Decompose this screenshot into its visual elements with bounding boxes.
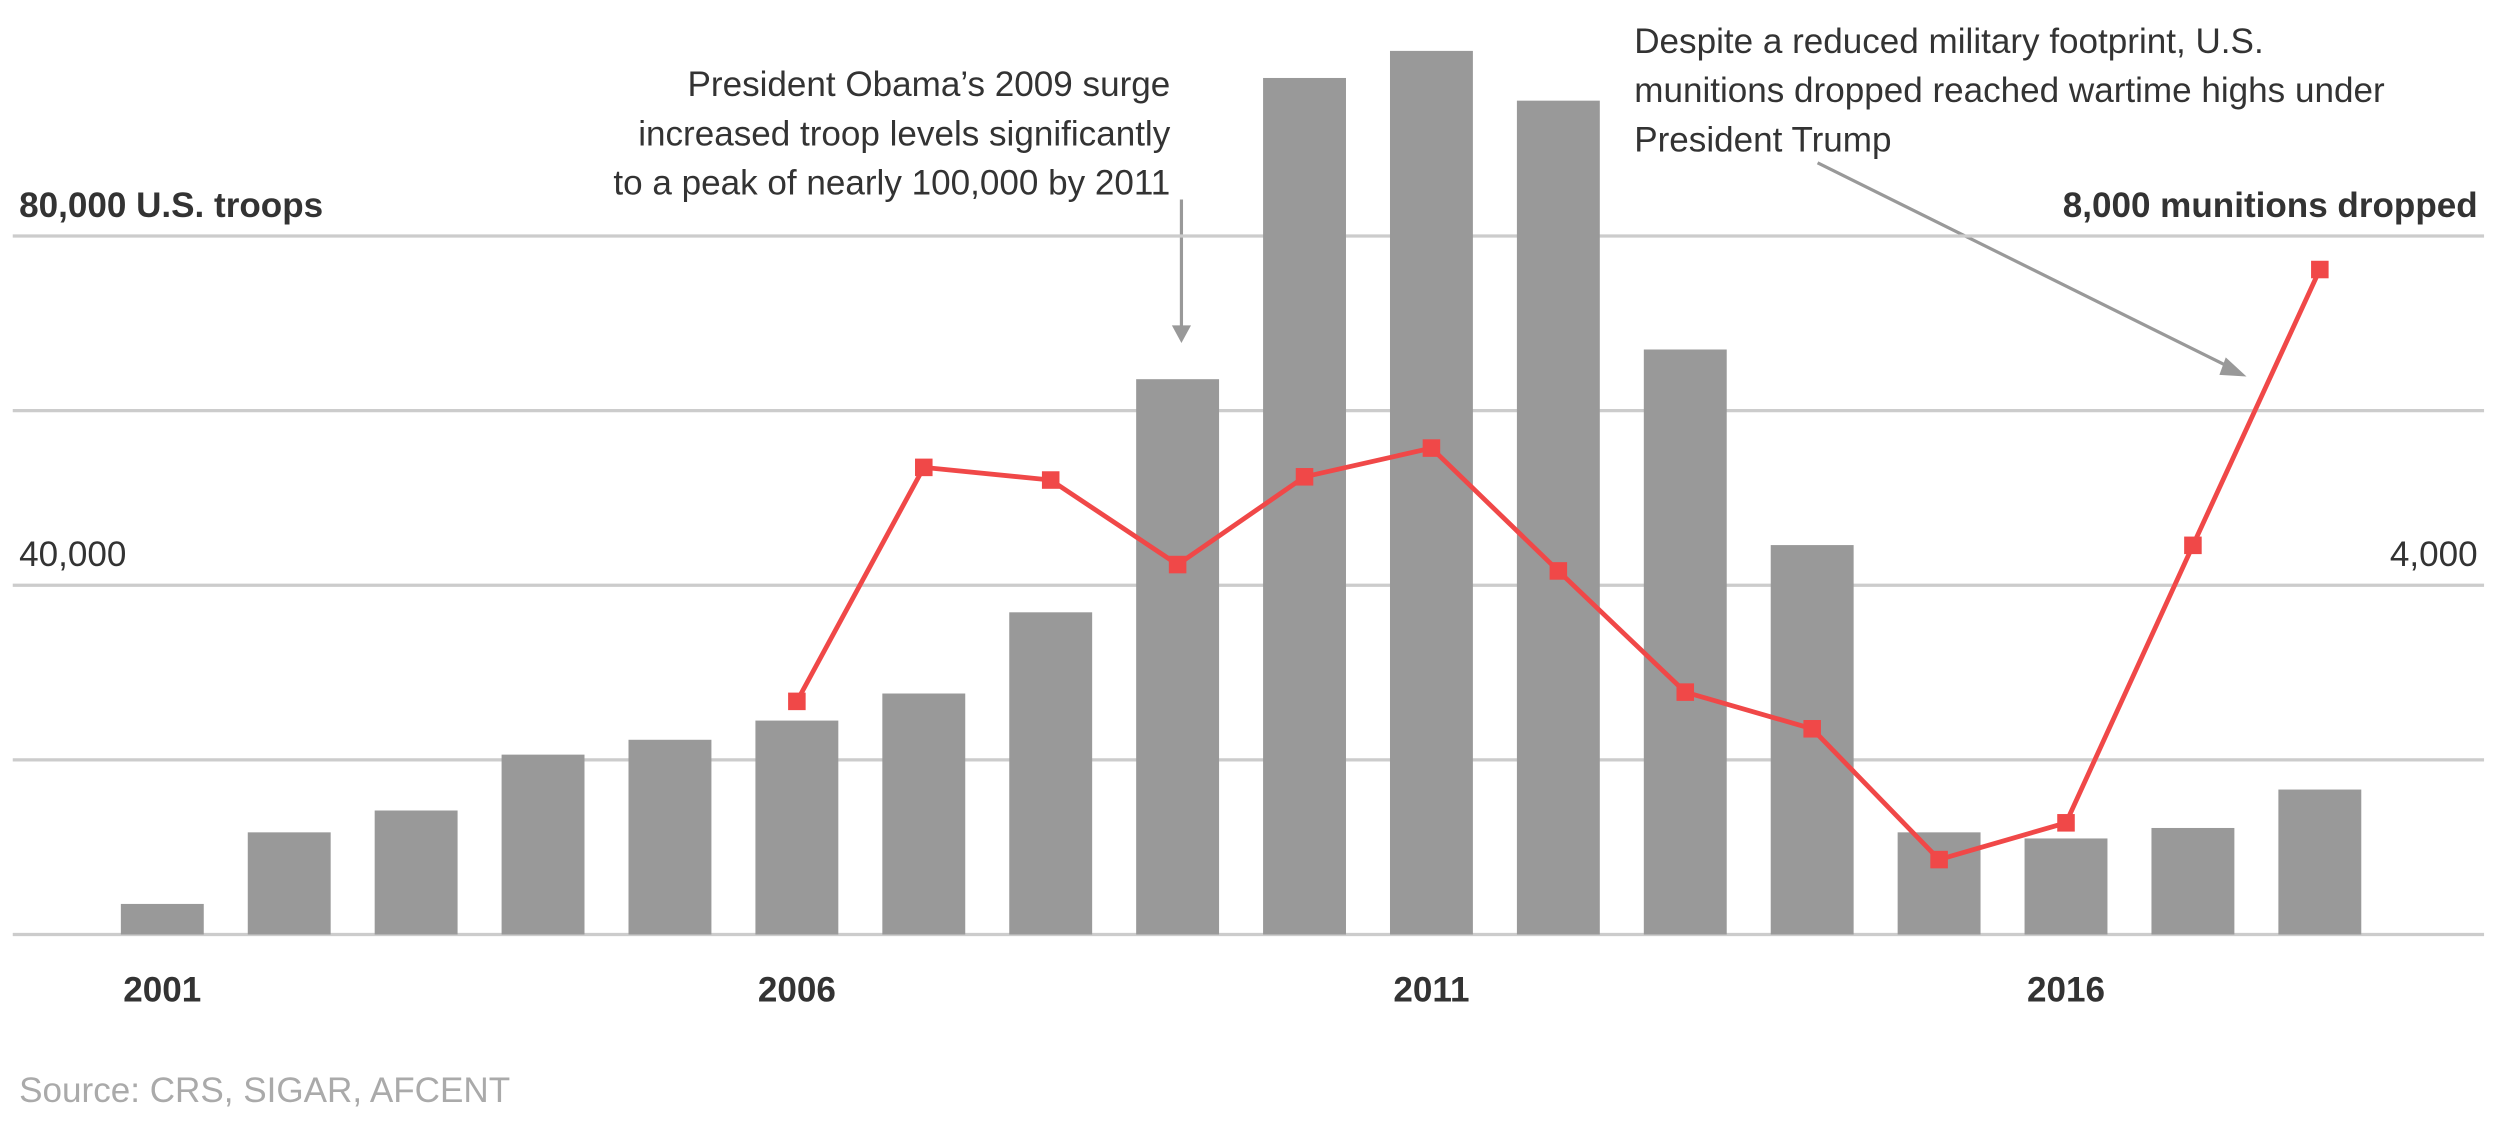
point [2057, 814, 2075, 832]
point [788, 692, 806, 711]
x-tick-label: 2006 [758, 970, 836, 1009]
point [1041, 471, 1060, 489]
bar [120, 903, 204, 935]
y-tick-label: 40,000 [19, 535, 126, 574]
bar [1136, 379, 1220, 935]
annotation: Despite a reduced military footprint, U.… [1634, 22, 2263, 61]
bar [1770, 545, 1854, 935]
bar [755, 720, 839, 935]
bar [628, 739, 712, 935]
annotation: increased troop levels significantly [638, 114, 1171, 153]
bar [501, 754, 585, 935]
bar [374, 810, 458, 935]
annotation: to a peak of nearly 100,000 by 2011 [613, 164, 1170, 203]
arrow-head [2219, 357, 2247, 377]
arrow-head [1171, 325, 1192, 343]
annotation-arrow [1816, 161, 2233, 370]
annotation: President Trump [1634, 121, 1891, 160]
bar [247, 832, 331, 935]
point [1549, 562, 1568, 580]
bar [1643, 349, 1727, 935]
point [1422, 439, 1441, 457]
bar [1263, 77, 1346, 935]
x-tick-label: 2016 [2027, 970, 2105, 1009]
annotation: munitions dropped reached wartime highs … [1634, 71, 2385, 110]
source: Source: CRS, SIGAR, AFCENT [19, 1071, 510, 1110]
y-tick-label: 80,000 U.S. troops [19, 186, 323, 225]
bar [882, 693, 966, 935]
point [2311, 260, 2329, 279]
bar [2151, 827, 2235, 935]
point [1676, 683, 1695, 701]
point [915, 458, 933, 477]
bar [1897, 832, 1981, 935]
bar [2024, 838, 2108, 935]
bar [2278, 789, 2362, 935]
x-tick-label: 2011 [1393, 970, 1469, 1009]
bar [1009, 612, 1093, 935]
bar [1516, 100, 1600, 935]
point [1168, 555, 1187, 574]
y2-tick-label: 4,000 [2390, 535, 2478, 574]
point [1295, 468, 1314, 486]
point [1930, 850, 1948, 869]
annotation: President Obama’s 2009 surge [688, 65, 1171, 104]
point [2184, 536, 2202, 555]
x-tick-label: 2001 [123, 970, 201, 1009]
point [1803, 720, 1821, 738]
bar [1389, 50, 1473, 935]
y2-tick-label: 8,000 munitions dropped [2063, 186, 2478, 225]
